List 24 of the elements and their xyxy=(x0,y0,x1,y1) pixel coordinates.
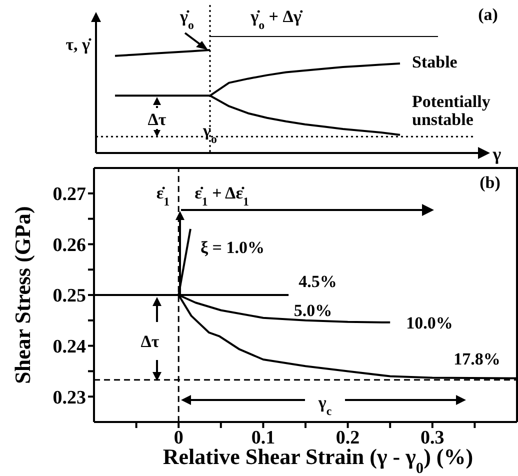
annotation: (b) xyxy=(480,173,500,192)
y-tick-label: 0.27 xyxy=(52,184,86,206)
series-label: Stable xyxy=(412,52,458,72)
series-label: 10.0% xyxy=(406,313,453,332)
annotation: ε̇$_{1}$ + Δε̇$_{1}$ xyxy=(194,184,249,209)
annotation: Δτ xyxy=(148,110,166,129)
y-axis-title: Shear Stress (GPa) xyxy=(10,206,35,384)
text: γ̇$_{o}$ xyxy=(179,7,194,32)
text: γ̇$_{o}$ + Δγ̇ xyxy=(250,7,304,32)
y-tick-label: 0.23 xyxy=(52,387,86,408)
y-tick-label: 0.25 xyxy=(52,286,86,307)
annotation: ε̇$_{1}$ xyxy=(156,184,170,209)
series-label: ξ = 1.0% xyxy=(200,238,264,257)
text: (a) xyxy=(478,5,498,24)
series-label: 17.8% xyxy=(454,349,500,368)
annotation: 5.0% xyxy=(294,301,332,320)
series-label: Potentially unstable xyxy=(412,92,491,129)
annotation: Δτ xyxy=(140,332,160,351)
x-axis-title: γ xyxy=(492,144,502,164)
annotation: γ$_{c}$ xyxy=(317,393,332,418)
y-tick-label: 0.26 xyxy=(52,234,86,256)
y-axis-title: τ, γ̇ xyxy=(66,35,92,54)
series-label: 4.5% xyxy=(298,272,337,291)
y-tick-label: 0.24 xyxy=(52,336,86,358)
